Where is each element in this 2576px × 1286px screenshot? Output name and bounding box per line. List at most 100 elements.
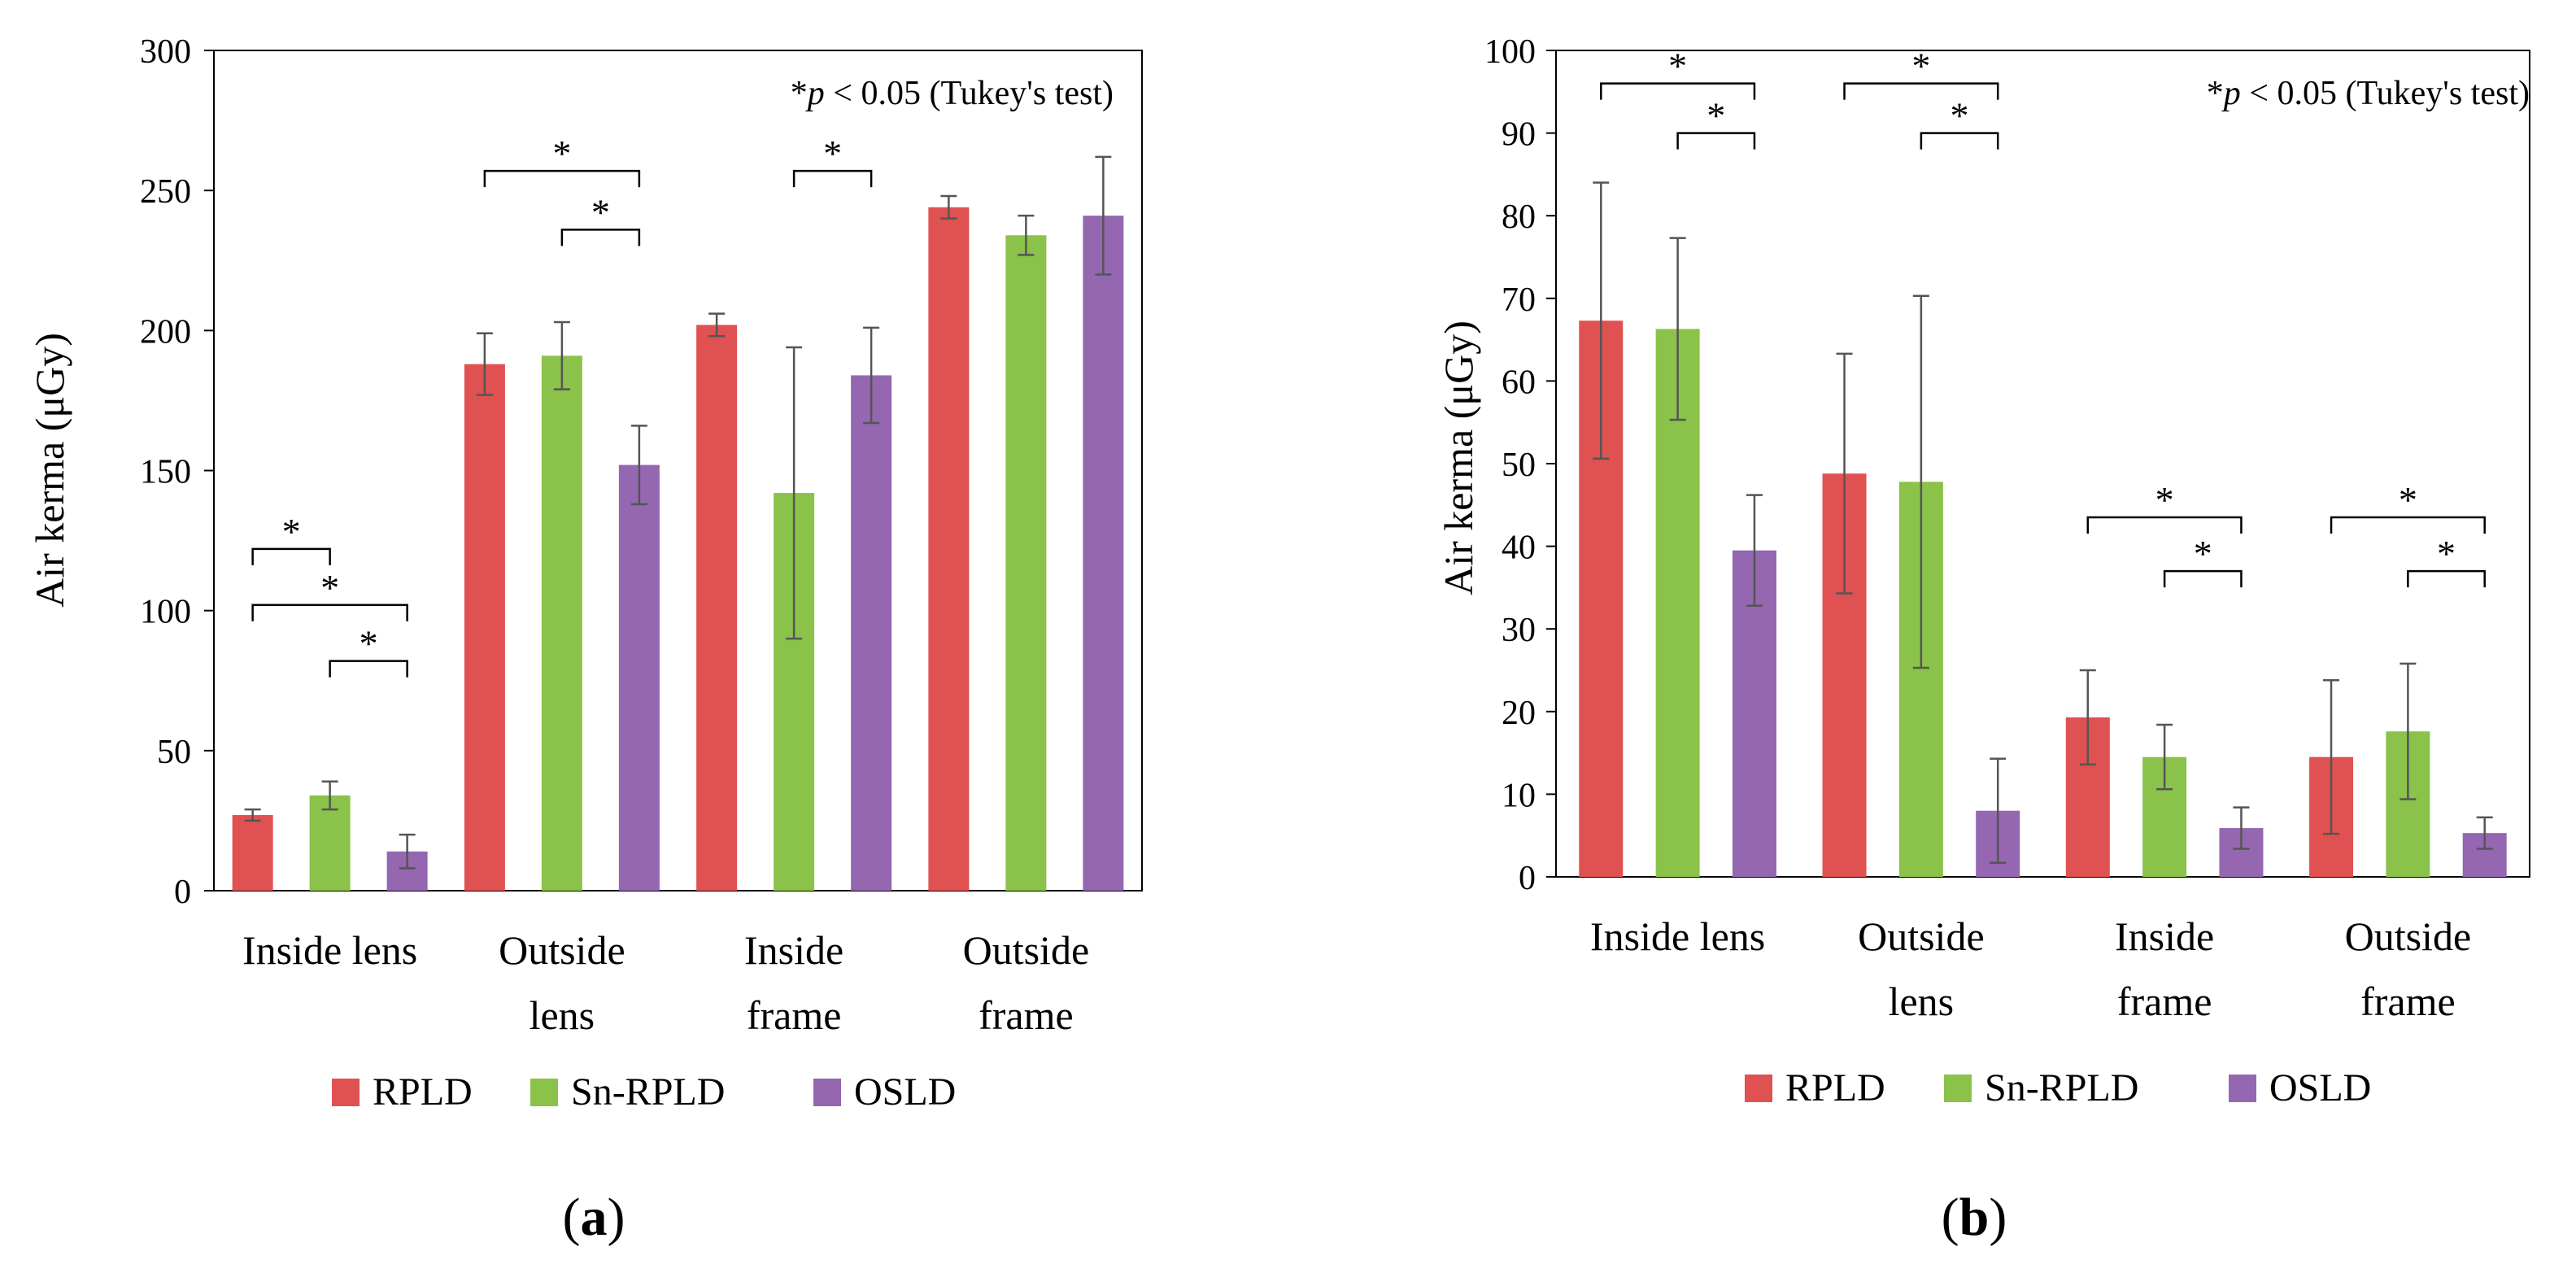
y-tick-label: 30 xyxy=(1502,612,1536,649)
panel-label-close: ) xyxy=(1989,1188,2007,1247)
y-axis-title: Air kerma (μGy) xyxy=(27,333,72,608)
legend-label: OSLD xyxy=(854,1070,956,1114)
y-axis-title: Air kerma (μGy) xyxy=(1436,320,1481,595)
category-label: frame xyxy=(979,992,1074,1038)
significance-bracket xyxy=(2330,516,2486,534)
y-tick-label: 100 xyxy=(1484,33,1536,71)
legend-swatch-osld xyxy=(813,1079,841,1106)
bar-rpld xyxy=(464,364,505,891)
note-rest: < 0.05 (Tukey's test) xyxy=(2241,75,2530,112)
y-tick-label: 0 xyxy=(174,874,191,911)
significance-bracket xyxy=(1600,82,1756,100)
significance-bracket xyxy=(2086,516,2243,534)
bar-sn-rpld xyxy=(309,795,351,891)
significance-star: * xyxy=(2437,533,2456,574)
significance-note: *p < 0.05 (Tukey's test) xyxy=(2207,75,2530,112)
significance-star: * xyxy=(1951,95,1969,137)
significance-star: * xyxy=(552,133,571,174)
note-prefix: * xyxy=(2207,75,2224,112)
category-label: Inside lens xyxy=(1590,913,1765,959)
panel-label-letter: a xyxy=(581,1188,608,1247)
legend-swatch-rpld xyxy=(1745,1075,1772,1102)
y-tick-label: 150 xyxy=(140,454,191,491)
bar-rpld xyxy=(696,325,738,891)
panel-label: (b) xyxy=(1942,1188,2007,1247)
y-tick-label: 60 xyxy=(1502,364,1536,401)
legend-swatch-sn-rpld xyxy=(1944,1075,1972,1102)
significance-bracket xyxy=(483,169,641,188)
bar-rpld xyxy=(928,207,970,891)
panel-label-close: ) xyxy=(608,1188,625,1247)
bar-sn-rpld xyxy=(1005,235,1047,891)
y-tick-label: 250 xyxy=(140,173,191,211)
significance-star: * xyxy=(320,567,339,608)
bar-osld xyxy=(618,464,660,891)
legend-swatch-osld xyxy=(2229,1075,2256,1102)
plot-area-border xyxy=(1555,50,2530,878)
significance-star: * xyxy=(1706,95,1725,137)
legend-label: Sn-RPLD xyxy=(1985,1066,2138,1109)
plot-area-border xyxy=(213,50,1143,891)
legend-label: OSLD xyxy=(2269,1066,2371,1109)
category-label: frame xyxy=(2117,979,2212,1024)
legend-swatch-rpld xyxy=(332,1079,360,1106)
y-tick-label: 50 xyxy=(1502,447,1536,484)
legend-swatch-sn-rpld xyxy=(530,1079,558,1106)
y-tick-label: 200 xyxy=(140,313,191,351)
significance-bracket xyxy=(2407,569,2486,588)
y-tick-label: 40 xyxy=(1502,530,1536,567)
category-label: Outside xyxy=(1858,913,1985,959)
category-label: lens xyxy=(1889,979,1955,1024)
significance-star: * xyxy=(1911,46,1930,87)
note-p: p xyxy=(2221,75,2241,112)
category-label: lens xyxy=(530,992,595,1038)
y-tick-label: 90 xyxy=(1502,116,1536,154)
significance-bracket xyxy=(1843,82,1999,100)
y-tick-label: 20 xyxy=(1502,695,1536,732)
y-tick-label: 80 xyxy=(1502,198,1536,236)
panel-label-letter: b xyxy=(1959,1188,1990,1247)
panel-label-open: ( xyxy=(563,1188,581,1247)
note-prefix: * xyxy=(791,75,808,112)
category-label: Inside lens xyxy=(242,927,417,973)
significance-star: * xyxy=(591,191,610,233)
y-tick-label: 100 xyxy=(140,594,191,631)
significance-note: *p < 0.05 (Tukey's test) xyxy=(791,75,1114,112)
bar-rpld xyxy=(232,815,273,891)
panel-label-open: ( xyxy=(1942,1188,1959,1247)
significance-bracket xyxy=(560,229,641,246)
significance-star: * xyxy=(282,511,301,552)
y-tick-label: 50 xyxy=(157,734,191,771)
significance-star: * xyxy=(2155,479,2174,521)
significance-bracket xyxy=(329,660,408,678)
significance-star: * xyxy=(2399,479,2417,521)
chart-panel-b: 0 10 20 30 40 50 60 70 80 90 100 Air kerma (μGy) *p … xyxy=(1436,33,2530,1247)
note-rest: < 0.05 (Tukey's test) xyxy=(825,75,1114,112)
significance-bracket xyxy=(2163,569,2243,588)
legend-label: Sn-RPLD xyxy=(571,1070,725,1114)
significance-bracket xyxy=(251,604,408,621)
category-label: frame xyxy=(747,992,842,1038)
category-label: Outside xyxy=(963,927,1090,973)
legend-label: RPLD xyxy=(1785,1066,1885,1109)
significance-star: * xyxy=(823,133,842,174)
y-tick-label: 300 xyxy=(140,33,191,71)
category-label: Outside xyxy=(2345,913,2472,959)
significance-bracket xyxy=(251,547,331,565)
y-tick-label: 10 xyxy=(1502,777,1536,814)
category-label: Inside xyxy=(2115,913,2214,959)
significance-bracket xyxy=(1676,132,1756,150)
bar-sn-rpld xyxy=(541,355,582,891)
note-p: p xyxy=(805,75,825,112)
significance-bracket xyxy=(792,169,873,188)
legend-label: RPLD xyxy=(373,1070,473,1114)
bar-osld xyxy=(1083,216,1124,891)
y-tick-label: 70 xyxy=(1502,281,1536,319)
significance-star: * xyxy=(2194,533,2212,574)
significance-star: * xyxy=(1668,46,1687,87)
category-label: frame xyxy=(2360,979,2456,1024)
category-label: Inside xyxy=(744,927,843,973)
significance-star: * xyxy=(360,623,378,665)
